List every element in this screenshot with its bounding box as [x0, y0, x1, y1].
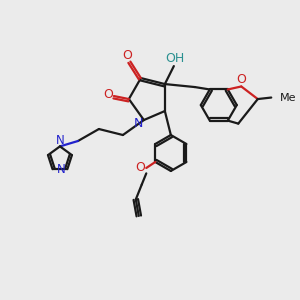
Text: N: N — [134, 116, 143, 130]
Text: O: O — [236, 74, 246, 86]
Text: Me: Me — [280, 92, 296, 103]
Text: O: O — [103, 88, 113, 101]
Text: O: O — [135, 161, 145, 175]
Text: OH: OH — [166, 52, 185, 65]
Text: N: N — [56, 134, 64, 147]
Text: O: O — [122, 49, 132, 62]
Text: N: N — [56, 163, 65, 176]
